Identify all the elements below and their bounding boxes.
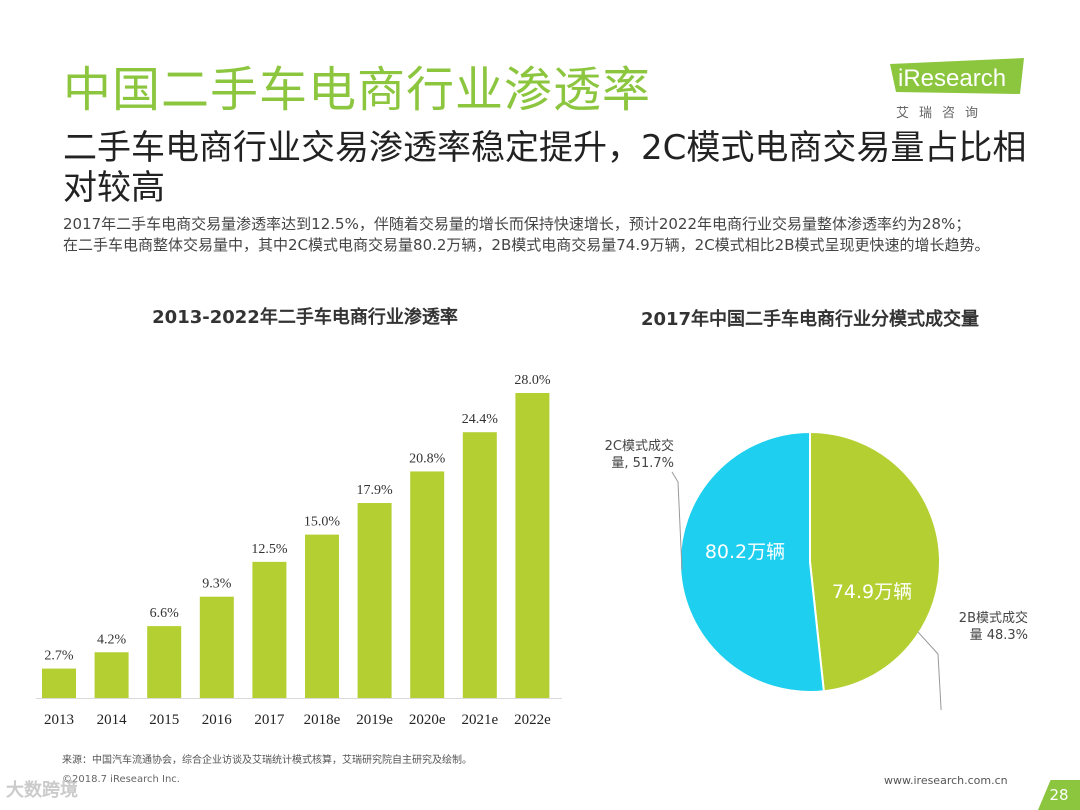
leader-line-2b xyxy=(917,631,942,710)
bar-2019e xyxy=(357,503,392,698)
bar-value-label: 6.6% xyxy=(150,606,180,621)
logo-mark: iResearch xyxy=(890,58,1024,94)
x-tick-label: 2018e xyxy=(304,712,341,728)
bar-2020e xyxy=(410,471,445,698)
x-tick-label: 2020e xyxy=(409,712,446,728)
bar-2018e xyxy=(305,534,339,698)
pie-slice-2b xyxy=(809,430,941,693)
pie-chart: 80.2万辆 74.9万辆 2C模式成交量, 51.7% 2B模式成交量 48.3% xyxy=(605,430,1028,710)
bar-2017 xyxy=(252,561,287,698)
bar-2015 xyxy=(147,626,182,698)
svg-text:iResearch: iResearch xyxy=(898,65,1006,92)
bar-2014 xyxy=(94,652,129,698)
bar-value-label: 24.4% xyxy=(462,412,499,427)
leader-line-2c xyxy=(671,471,683,571)
logo-subtitle: 艾瑞咨询 xyxy=(896,106,989,121)
copyright: ©2018.7 iResearch Inc. xyxy=(62,774,180,785)
bar-value-label: 12.5% xyxy=(251,542,288,557)
x-tick-label: 2022e xyxy=(514,712,551,728)
watermark: 大数跨境 xyxy=(6,780,78,801)
x-tick-label: 2017 xyxy=(254,712,285,728)
bar-2016 xyxy=(199,596,234,698)
x-tick-label: 2013 xyxy=(44,712,74,728)
description-para-1: 2017年二手车电商交易量渗透率达到12.5%，伴随着交易量的增长而保持快速增长… xyxy=(63,215,971,233)
bar-chart-title: 2013-2022年二手车电商行业渗透率 xyxy=(152,307,458,328)
bar-value-label: 4.2% xyxy=(97,632,127,647)
bar-2022e xyxy=(515,393,550,698)
bar-2021e xyxy=(462,432,497,698)
bar-value-label: 2.7% xyxy=(44,649,74,664)
pie-inner-label-2b: 74.9万辆 xyxy=(832,581,912,603)
pie-label-2c: 2C模式成交量, 51.7% xyxy=(605,438,674,471)
pie-chart-title: 2017年中国二手车电商行业分模式成交量 xyxy=(640,309,980,330)
pie-inner-label-2c: 80.2万辆 xyxy=(705,541,785,563)
x-tick-label: 2016 xyxy=(202,712,233,728)
bar-value-label: 20.8% xyxy=(409,451,446,466)
page-subtitle: 二手车电商行业交易渗透率稳定提升，2C模式电商交易量占比相对较高 xyxy=(63,128,1027,208)
x-tick-label: 2021e xyxy=(461,712,498,728)
bar-value-label: 15.0% xyxy=(304,515,341,530)
source-note: 来源：中国汽车流通协会，综合企业访谈及艾瑞统计模式核算，艾瑞研究院自主研究及绘制… xyxy=(62,755,472,766)
bar-value-label: 28.0% xyxy=(514,373,551,388)
page-number: 28 xyxy=(1038,780,1080,810)
iresearch-logo: iResearch 艾瑞咨询 xyxy=(888,58,1033,128)
pie-slice-2c xyxy=(679,430,825,693)
description: 2017年二手车电商交易量渗透率达到12.5%，伴随着交易量的增长而保持快速增长… xyxy=(63,214,1038,256)
x-tick-label: 2015 xyxy=(149,712,179,728)
x-tick-label: 2014 xyxy=(97,712,128,728)
pie-label-2b: 2B模式成交量 48.3% xyxy=(959,610,1028,643)
website-link[interactable]: www.iresearch.com.cn xyxy=(884,774,1008,787)
page-title: 中国二手车电商行业渗透率 xyxy=(63,62,652,118)
description-para-2: 在二手车电商整体交易量中，其中2C模式电商交易量80.2万辆，2B模式电商交易量… xyxy=(63,236,990,254)
bar-chart: 2.7% 2013 4.2% 2014 6.6% 2015 9.3% 2016 12.5% 201… xyxy=(36,373,562,728)
x-tick-label: 2019e xyxy=(356,712,393,728)
bar-value-label: 17.9% xyxy=(357,483,394,498)
bar-2013 xyxy=(42,668,76,698)
bar-value-label: 9.3% xyxy=(202,577,232,592)
